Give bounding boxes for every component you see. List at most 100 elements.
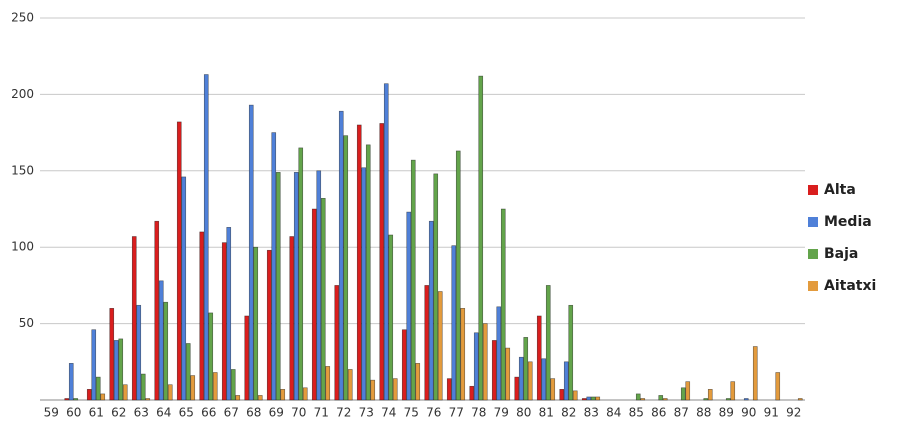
legend-label: Alta	[824, 182, 856, 198]
x-tick-label: 71	[314, 406, 329, 420]
bar	[680, 387, 686, 401]
x-tick-label: 90	[741, 406, 756, 420]
x-tick-label: 81	[539, 406, 554, 420]
bar	[743, 398, 749, 401]
bar	[226, 227, 232, 401]
bar	[73, 398, 79, 401]
bar	[208, 312, 214, 401]
bar	[527, 361, 533, 401]
x-tick-label: 84	[606, 406, 621, 420]
bar	[289, 236, 295, 401]
bar	[383, 83, 389, 401]
bar	[95, 376, 101, 401]
bar	[451, 245, 457, 401]
bar	[559, 389, 565, 401]
bar	[581, 398, 587, 401]
x-tick-label: 63	[134, 406, 149, 420]
x-tick-label: 72	[336, 406, 351, 420]
bar	[514, 376, 520, 401]
bar	[136, 304, 142, 401]
x-tick-label: 78	[471, 406, 486, 420]
bar	[455, 150, 461, 401]
bar	[635, 393, 641, 401]
bar	[181, 176, 187, 401]
bar	[437, 291, 443, 401]
x-tick-label: 91	[764, 406, 779, 420]
bar	[491, 340, 497, 401]
bar	[707, 389, 713, 401]
bar	[496, 306, 502, 401]
bar	[752, 346, 758, 401]
bar	[176, 121, 182, 401]
y-tick-label: 200	[11, 87, 34, 101]
bar	[244, 315, 250, 401]
bar	[190, 375, 196, 401]
bar	[266, 249, 272, 401]
x-tick-label: 66	[201, 406, 216, 420]
x-tick-label: 67	[224, 406, 239, 420]
x-tick-label: 65	[179, 406, 194, 420]
bar	[257, 395, 263, 401]
bar	[415, 363, 421, 401]
x-tick-label: 61	[89, 406, 104, 420]
bar	[730, 381, 736, 401]
y-tick-label: 50	[19, 316, 34, 330]
bar	[275, 172, 281, 401]
bar	[167, 384, 173, 401]
bar	[545, 285, 551, 401]
bar	[338, 110, 344, 401]
bar	[433, 173, 439, 401]
bar	[482, 323, 488, 401]
bar	[586, 396, 592, 401]
x-tick-label: 69	[269, 406, 284, 420]
bar	[293, 172, 299, 401]
bar	[122, 384, 128, 401]
bar	[334, 285, 340, 401]
bar	[478, 75, 484, 401]
bar	[203, 74, 209, 401]
bar	[536, 315, 542, 401]
bar	[797, 398, 803, 401]
bar	[163, 301, 169, 401]
x-tick-label: 73	[359, 406, 374, 420]
x-tick-label: 88	[696, 406, 711, 420]
bar	[388, 234, 394, 401]
bar	[347, 369, 353, 401]
bar	[158, 280, 164, 401]
x-tick-label: 83	[584, 406, 599, 420]
legend-swatch	[808, 217, 818, 227]
bar	[662, 398, 668, 401]
x-tick-label: 80	[516, 406, 531, 420]
bar	[343, 135, 349, 401]
y-tick-label: 150	[11, 163, 34, 177]
bar	[140, 373, 146, 401]
bar	[280, 389, 286, 401]
bar	[325, 366, 331, 401]
bar	[230, 369, 236, 401]
legend-label: Media	[824, 214, 872, 230]
bar	[361, 167, 367, 401]
bar	[131, 236, 137, 401]
x-tick-label: 79	[494, 406, 509, 420]
bar	[406, 211, 412, 401]
legend-swatch	[808, 185, 818, 195]
bar	[428, 220, 434, 401]
bar	[199, 231, 205, 401]
bar	[145, 398, 151, 401]
legend-swatch	[808, 281, 818, 291]
bar	[118, 338, 124, 401]
bar	[446, 378, 452, 401]
bar	[212, 372, 218, 401]
bar	[460, 308, 466, 401]
legend-label: Aitatxi	[824, 278, 876, 294]
bar	[248, 104, 254, 401]
y-tick-label: 250	[11, 11, 34, 25]
bar	[685, 381, 691, 401]
bar	[590, 396, 596, 401]
bar	[775, 372, 781, 401]
bar	[473, 332, 479, 401]
x-tick-label: 76	[426, 406, 441, 420]
x-tick-label: 64	[156, 406, 171, 420]
bar	[563, 361, 569, 401]
bar	[500, 208, 506, 401]
